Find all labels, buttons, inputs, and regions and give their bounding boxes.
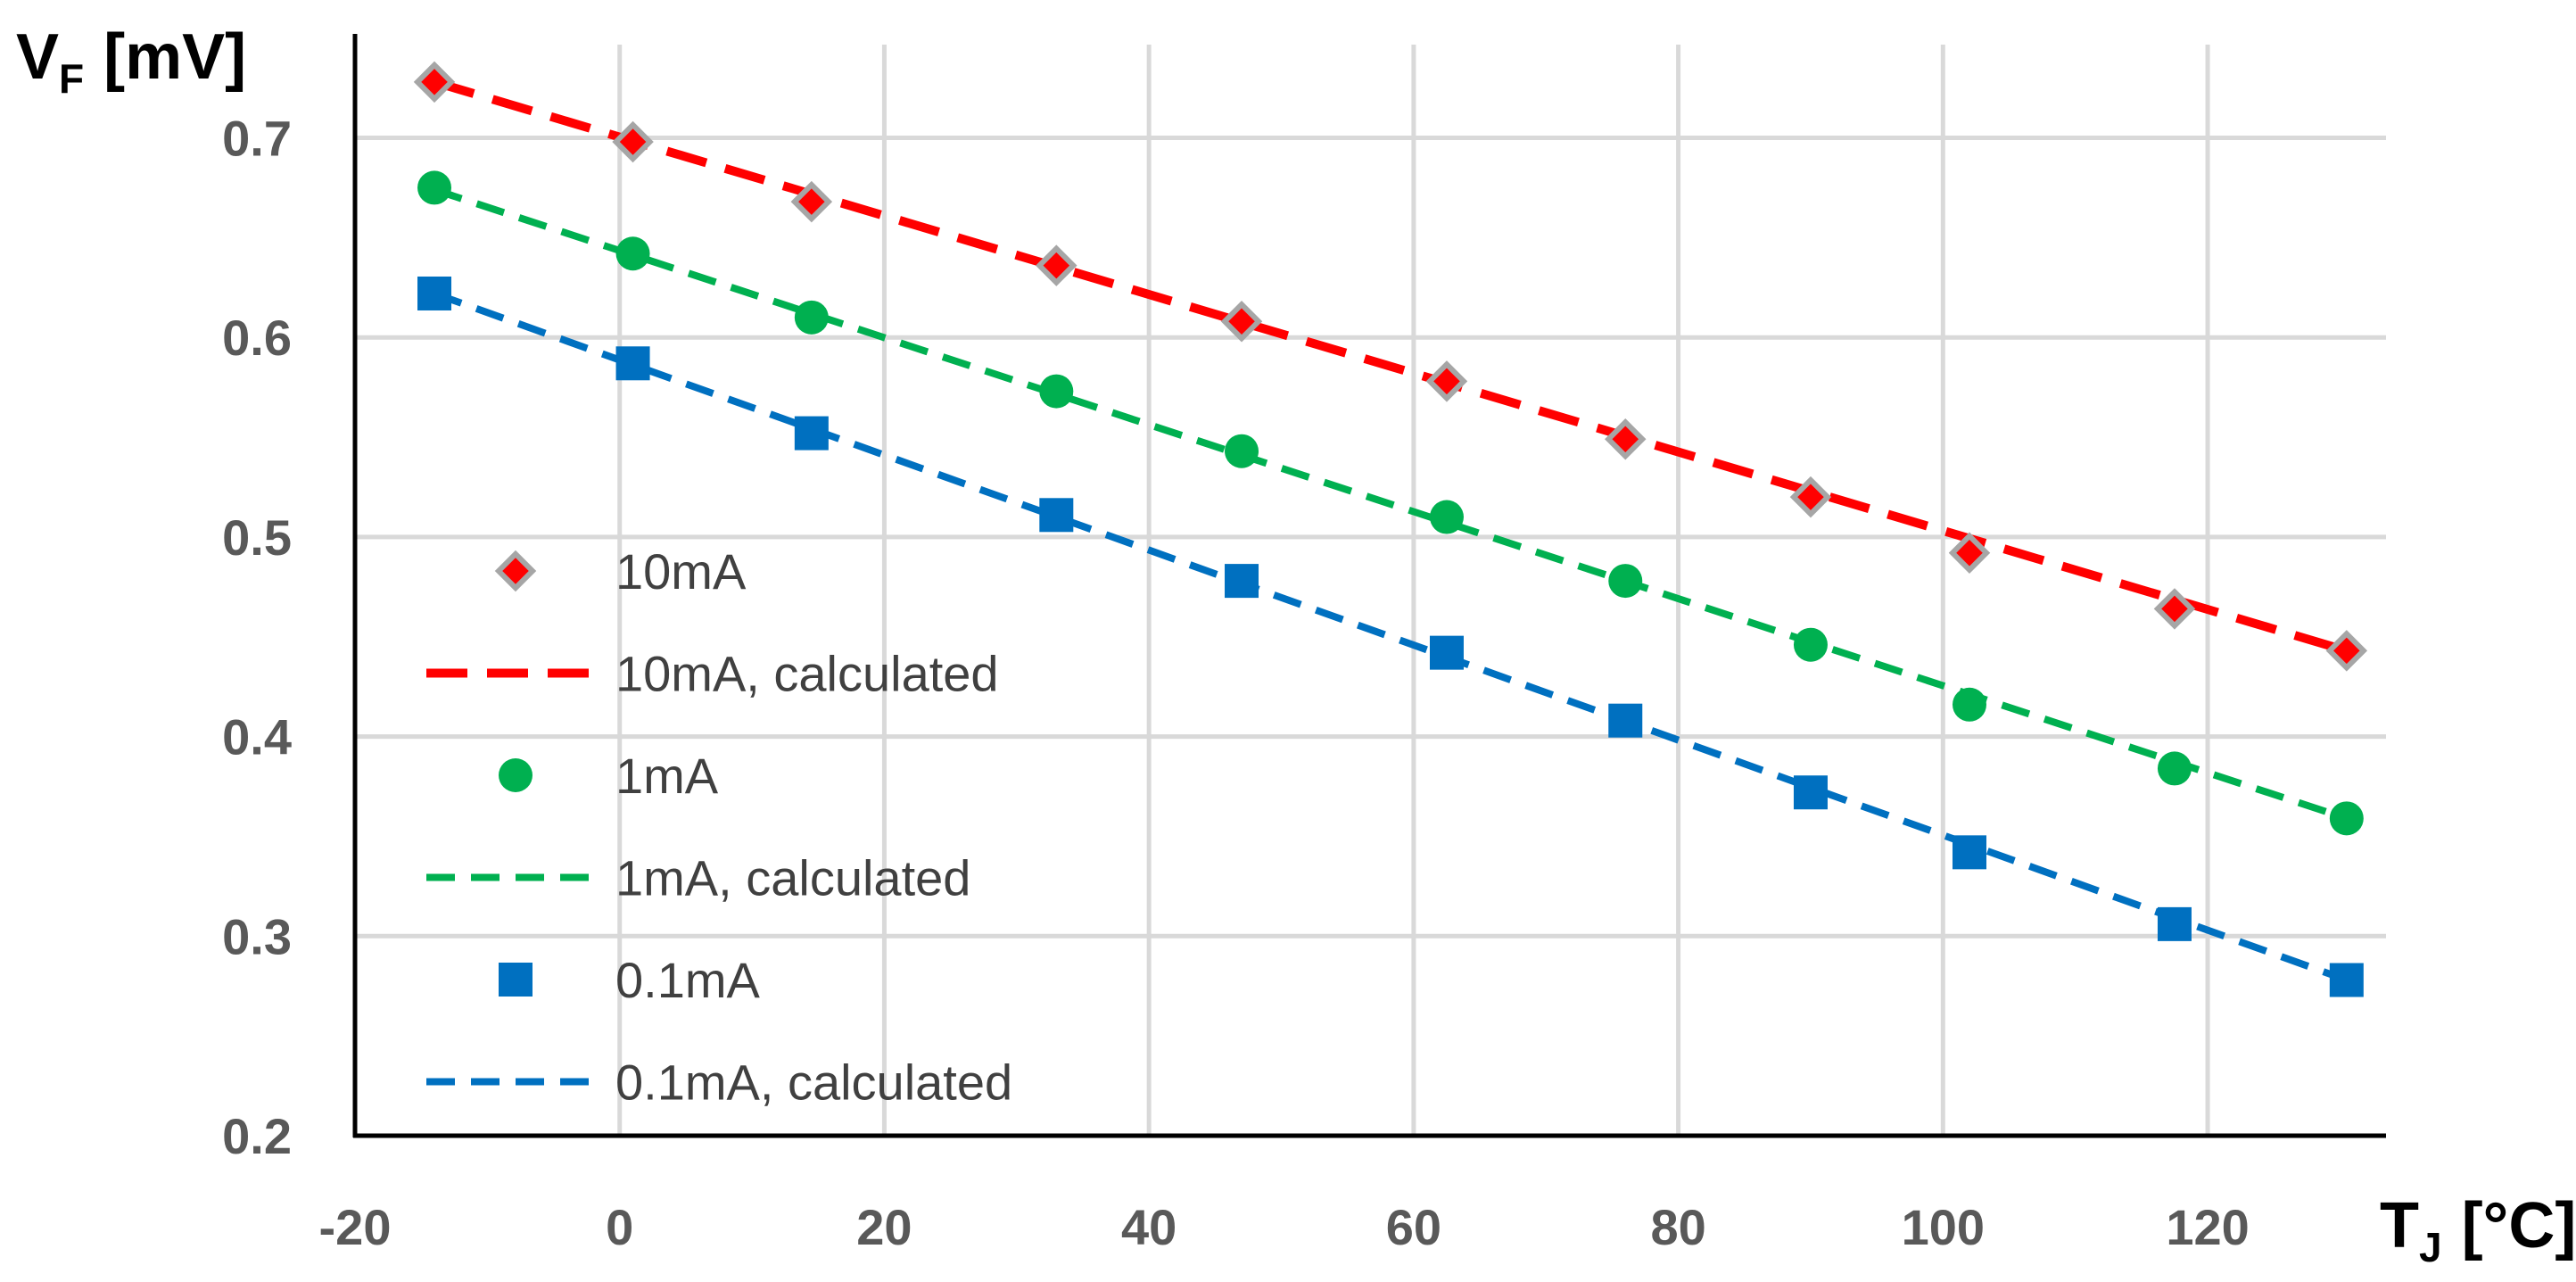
data-point-10ma — [790, 180, 833, 223]
data-point-0-1ma — [615, 346, 650, 381]
legend-swatch-0-1ma — [499, 963, 533, 997]
series-line-1ma-calculated — [433, 186, 2349, 823]
legend-swatch-10ma — [494, 550, 537, 592]
data-point-10ma — [1220, 301, 1263, 343]
legend-label-0-1ma: 0.1mA — [615, 952, 760, 1008]
y-tick-label: 0.6 — [222, 310, 292, 366]
y-tick-label: 0.5 — [222, 509, 292, 566]
data-point-0-1ma — [1793, 775, 1828, 810]
data-point-0-1ma — [417, 276, 452, 310]
legend-label-1ma-calculated: 1mA, calculated — [615, 850, 970, 906]
gridlines — [355, 45, 2386, 1136]
data-point-1ma — [1793, 627, 1828, 662]
data-point-10ma — [1425, 360, 1468, 402]
data-point-0-1ma — [1952, 835, 1986, 870]
data-point-10ma — [2153, 588, 2196, 630]
data-point-10ma — [612, 120, 654, 163]
data-point-10ma — [1789, 476, 1832, 518]
data-point-1ma — [1429, 500, 1464, 534]
y-tick-label: 0.3 — [222, 908, 292, 964]
x-tick-label: 0 — [606, 1199, 633, 1255]
data-point-0-1ma — [1608, 703, 1643, 738]
y-tick-label: 0.7 — [222, 111, 292, 167]
legend-label-0-1ma-calculated: 0.1mA, calculated — [615, 1055, 1012, 1111]
y-axis-title: VF [mV] — [16, 21, 246, 102]
data-point-10ma — [1605, 418, 1647, 460]
data-point-10ma — [413, 61, 456, 103]
x-tick-label: 120 — [2166, 1199, 2249, 1255]
data-point-0-1ma — [1039, 498, 1074, 533]
x-axis-title: TJ [°C] — [2380, 1190, 2576, 1270]
legend-box — [419, 525, 1115, 1122]
data-point-0-1ma — [1225, 564, 1259, 599]
legend-label-1ma: 1mA — [615, 748, 719, 804]
data-point-10ma — [1948, 532, 1991, 575]
data-point-10ma — [1036, 244, 1077, 286]
data-point-1ma — [1225, 434, 1259, 468]
legend-swatch-1ma — [499, 758, 533, 792]
x-tick-label: 100 — [1902, 1199, 1985, 1255]
legend: 10mA 10mA, calculated 1mA 1mA, calculated 0.… — [419, 525, 1115, 1122]
x-tick-label: 20 — [856, 1199, 912, 1255]
data-point-1ma — [2157, 751, 2192, 786]
data-point-0-1ma — [2157, 906, 2192, 941]
tick-labels: -20 0 20 40 60 80 100 120 0.2 0.3 0.4 0.5 0.6 0.7 — [222, 111, 2250, 1256]
legend-label-10ma-calculated: 10mA, calculated — [615, 646, 999, 702]
y-tick-label: 0.4 — [222, 709, 292, 765]
data-point-0-1ma — [2329, 963, 2364, 997]
series-line-0-1ma-calculated — [433, 290, 2349, 984]
x-tick-label: -20 — [319, 1199, 392, 1255]
legend-label-10ma: 10mA — [615, 543, 747, 600]
axes — [352, 34, 2386, 1138]
series-line-10ma-calculated — [433, 78, 2349, 656]
data-point-1ma — [417, 170, 452, 205]
data-point-1ma — [615, 236, 650, 271]
x-tick-label: 80 — [1650, 1199, 1705, 1255]
data-point-10ma — [2325, 630, 2368, 672]
x-tick-label: 60 — [1386, 1199, 1441, 1255]
data-point-1ma — [2329, 801, 2364, 836]
data-point-1ma — [794, 300, 829, 335]
data-point-0-1ma — [794, 416, 829, 451]
data-point-1ma — [1952, 687, 1986, 722]
data-point-0-1ma — [1429, 635, 1464, 670]
data-point-1ma — [1039, 374, 1074, 409]
data-point-1ma — [1608, 564, 1643, 599]
y-tick-label: 0.2 — [222, 1108, 292, 1164]
series-layer — [413, 61, 2368, 997]
x-tick-label: 40 — [1121, 1199, 1177, 1255]
